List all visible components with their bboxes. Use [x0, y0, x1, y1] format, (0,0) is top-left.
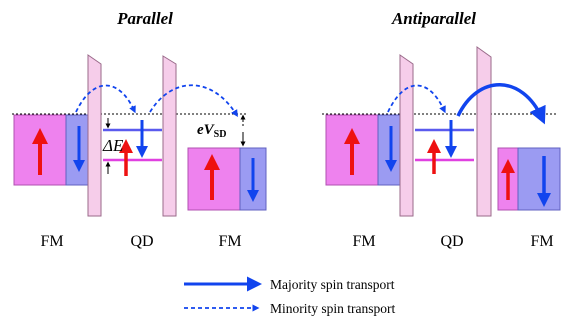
antiparallel-title: Antiparallel — [391, 9, 476, 28]
minority-transport-arc — [387, 84, 446, 114]
bias-voltage-label: eVSD — [197, 122, 226, 140]
label-fm-left: FM — [352, 233, 375, 250]
minority-transport-arc-2 — [149, 84, 238, 118]
tunnel-barrier-left — [87, 54, 102, 217]
tunnel-barrier-left — [399, 54, 414, 217]
bias-voltage-marker: eVSD — [197, 114, 246, 147]
left-fm-electrode — [325, 114, 405, 186]
parallel-title: Parallel — [116, 9, 173, 28]
minority-band — [517, 147, 561, 211]
minority-transport-arc-1 — [75, 84, 136, 114]
legend-majority-text: Majority spin transport — [270, 277, 395, 292]
label-fm-left: FM — [40, 233, 63, 250]
legend-minority-text: Minority spin transport — [270, 301, 395, 316]
tunnel-barrier-right — [162, 55, 177, 217]
right-fm-electrode — [187, 147, 267, 211]
legend: Majority spin transport Minority spin tr… — [184, 276, 395, 316]
tunnel-barrier-right — [476, 46, 492, 217]
label-fm-right: FM — [530, 233, 553, 250]
right-fm-electrode — [497, 147, 561, 211]
delta-e-marker: ΔE — [102, 118, 124, 174]
majority-transport-arc — [456, 83, 546, 125]
label-qd: QD — [440, 233, 463, 250]
left-fm-electrode — [13, 114, 93, 186]
label-qd: QD — [130, 233, 153, 250]
label-fm-right: FM — [218, 233, 241, 250]
delta-e-label: ΔE — [102, 136, 124, 155]
antiparallel-panel: Antiparallel FM QD FM — [322, 9, 561, 250]
parallel-panel: Parallel ΔE — [12, 9, 267, 250]
